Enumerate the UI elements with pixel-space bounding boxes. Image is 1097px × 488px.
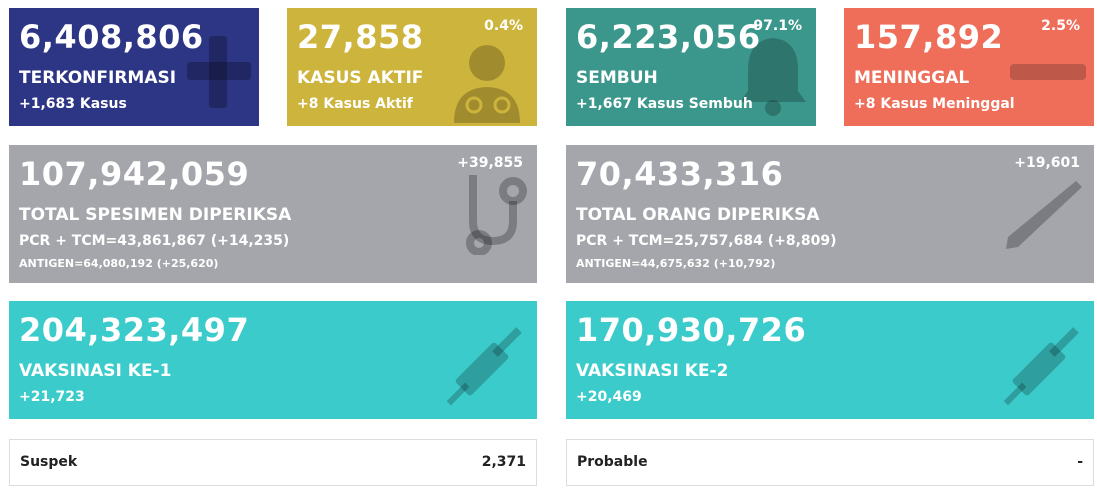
label: VAKSINASI KE-1: [19, 361, 172, 381]
change: +39,855: [457, 155, 523, 171]
change: +20,469: [576, 389, 642, 405]
change: +8 Kasus Meninggal: [854, 96, 1015, 112]
label: Probable: [577, 454, 648, 470]
label: TERKONFIRMASI: [19, 68, 177, 88]
label: TOTAL SPESIMEN DIPERIKSA: [19, 205, 292, 225]
change: +8 Kasus Aktif: [297, 96, 413, 112]
pcr: PCR + TCM=25,757,684 (+8,809): [576, 233, 837, 249]
probable-box: Probable -: [566, 439, 1094, 486]
card-deaths: 157,892 2.5% MENINGGAL +8 Kasus Meningga…: [844, 8, 1094, 126]
label: SEMBUH: [576, 68, 658, 88]
icon-bell: [740, 38, 806, 116]
label: TOTAL ORANG DIPERIKSA: [576, 205, 820, 225]
value: 157,892: [854, 18, 1004, 56]
card-vaccine-1: 204,323,497 VAKSINASI KE-1 +21,723: [9, 301, 537, 419]
antigen: ANTIGEN=64,080,192 (+25,620): [19, 257, 219, 270]
value: 70,433,316: [576, 155, 784, 193]
antigen: ANTIGEN=44,675,632 (+10,792): [576, 257, 776, 270]
percent: 2.5%: [1041, 18, 1080, 34]
percent: 97.1%: [753, 18, 802, 34]
icon-plus: [187, 36, 251, 108]
icon-thermometer: [1006, 181, 1082, 249]
card-recovered: 6,223,056 97.1% SEMBUH +1,667 Kasus Semb…: [566, 8, 816, 126]
value: 2,371: [481, 454, 526, 470]
icon-syringe: [446, 327, 522, 406]
suspect-box: Suspek 2,371: [9, 439, 537, 486]
value: 6,408,806: [19, 18, 204, 56]
value: 6,223,056: [576, 18, 761, 56]
value: 170,930,726: [576, 311, 807, 349]
value: -: [1077, 454, 1083, 470]
card-specimens: 107,942,059 +39,855 TOTAL SPESIMEN DIPER…: [9, 145, 537, 283]
card-confirmed: 6,408,806 TERKONFIRMASI +1,683 Kasus: [9, 8, 259, 126]
change: +1,683 Kasus: [19, 96, 127, 112]
icon-doctor: [454, 45, 520, 123]
value: 204,323,497: [19, 311, 250, 349]
label: VAKSINASI KE-2: [576, 361, 729, 381]
change: +19,601: [1014, 155, 1080, 171]
label: Suspek: [20, 454, 78, 470]
card-vaccine-2: 170,930,726 VAKSINASI KE-2 +20,469: [566, 301, 1094, 419]
change: +21,723: [19, 389, 85, 405]
icon-minus: [1010, 64, 1086, 80]
value: 27,858: [297, 18, 424, 56]
label: MENINGGAL: [854, 68, 970, 88]
icon-syringe: [1003, 327, 1079, 406]
icon-stethoscope: [466, 175, 527, 255]
card-active: 27,858 0.4% KASUS AKTIF +8 Kasus Aktif: [287, 8, 537, 126]
card-people: 70,433,316 +19,601 TOTAL ORANG DIPERIKSA…: [566, 145, 1094, 283]
pcr: PCR + TCM=43,861,867 (+14,235): [19, 233, 290, 249]
percent: 0.4%: [484, 18, 523, 34]
change: +1,667 Kasus Sembuh: [576, 96, 753, 112]
value: 107,942,059: [19, 155, 250, 193]
label: KASUS AKTIF: [297, 68, 424, 88]
